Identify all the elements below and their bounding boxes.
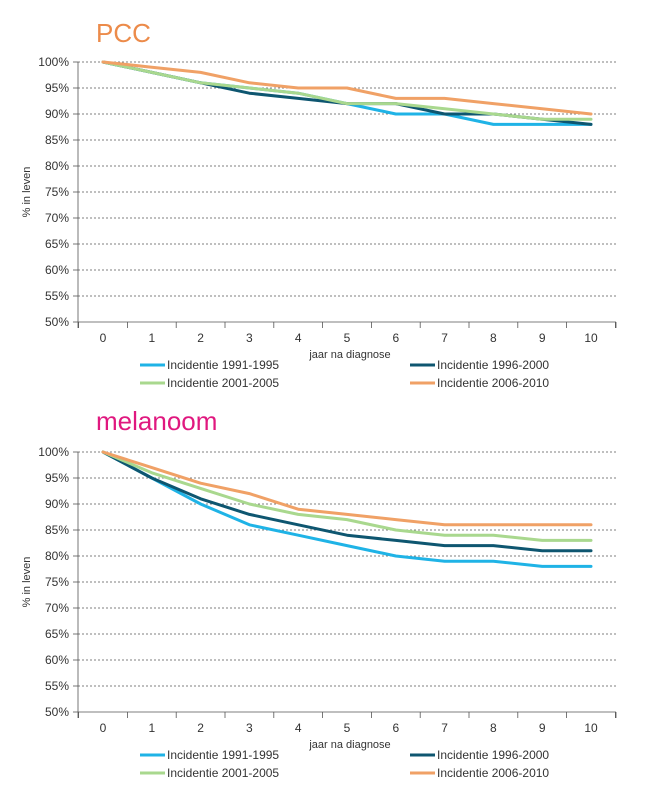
legend-label: Incidentie 2001-2005 [167, 376, 279, 390]
series-line [101, 60, 593, 126]
legend-label: Incidentie 1991-1995 [167, 358, 279, 372]
legend-label: Incidentie 2006-2010 [437, 766, 549, 780]
legend-label: Incidentie 1991-1995 [167, 748, 279, 762]
x-tick-label: 9 [539, 721, 546, 735]
chart-title: melanoom [96, 406, 218, 436]
y-tick-label: 75% [45, 575, 69, 589]
series-line [101, 60, 593, 121]
series-line [101, 450, 593, 527]
x-tick-label: 7 [441, 331, 448, 345]
x-axis-label: jaar na diagnose [308, 739, 390, 751]
series-line [101, 60, 593, 116]
x-tick-label: 3 [246, 721, 253, 735]
x-tick-label: 0 [100, 331, 107, 345]
chart-title: PCC [96, 18, 151, 48]
x-tick-label: 10 [584, 721, 598, 735]
y-tick-label: 95% [45, 81, 69, 95]
x-tick-label: 9 [539, 331, 546, 345]
y-tick-label: 50% [45, 705, 69, 719]
legend-label: Incidentie 2006-2010 [437, 376, 549, 390]
chart-panel-pcc: PCC 50% 55% 60% 65% 70% 75% 80% 85% 90% 95% 100% 0 1… [0, 0, 669, 400]
x-tick-label: 1 [148, 331, 155, 345]
y-tick-label: 100% [38, 55, 69, 69]
x-tick-label: 0 [100, 721, 107, 735]
x-tick-label: 4 [295, 721, 302, 735]
y-tick-label: 80% [45, 549, 69, 563]
x-tick-label: 7 [441, 721, 448, 735]
y-tick-label: 65% [45, 627, 69, 641]
legend-label: Incidentie 1996-2000 [437, 748, 549, 762]
y-tick-label: 80% [45, 159, 69, 173]
series-line [101, 450, 593, 542]
x-tick-label: 3 [246, 331, 253, 345]
x-tick-label: 1 [148, 721, 155, 735]
legend-label: Incidentie 2001-2005 [167, 766, 279, 780]
y-tick-label: 60% [45, 263, 69, 277]
y-tick-label: 50% [45, 315, 69, 329]
x-tick-label: 4 [295, 331, 302, 345]
x-tick-label: 2 [197, 331, 204, 345]
y-tick-label: 70% [45, 601, 69, 615]
series-line [101, 60, 593, 126]
y-tick-label: 100% [38, 445, 69, 459]
y-axis-label: % in leven [21, 557, 33, 608]
y-tick-label: 85% [45, 133, 69, 147]
y-tick-label: 90% [45, 107, 69, 121]
chart-panel-melanoom: melanoom 50% 55% 60% 65% 70% 75% 80% 85% 90% 95% 1… [0, 390, 669, 807]
series-line [101, 450, 593, 553]
x-tick-label: 6 [392, 721, 399, 735]
y-tick-label: 95% [45, 471, 69, 485]
y-tick-label: 85% [45, 523, 69, 537]
y-tick-label: 60% [45, 653, 69, 667]
y-tick-label: 65% [45, 237, 69, 251]
chart-svg-melanoom: 50% 55% 60% 65% 70% 75% 80% 85% 90% 95% 100% 0 1 2 3 4 5… [21, 445, 617, 780]
y-tick-label: 55% [45, 679, 69, 693]
x-tick-label: 6 [392, 331, 399, 345]
x-tick-label: 8 [490, 721, 497, 735]
y-axis-label: % in leven [21, 167, 33, 218]
x-tick-label: 10 [584, 331, 598, 345]
y-tick-label: 75% [45, 185, 69, 199]
y-tick-label: 55% [45, 289, 69, 303]
legend-label: Incidentie 1996-2000 [437, 358, 549, 372]
chart-svg-pcc: 50% 55% 60% 65% 70% 75% 80% 85% 90% 95% 100% 0 1 2 3 4 5… [21, 55, 617, 390]
x-tick-label: 5 [344, 331, 351, 345]
x-axis-label: jaar na diagnose [308, 349, 390, 361]
x-tick-label: 2 [197, 721, 204, 735]
y-tick-label: 90% [45, 497, 69, 511]
x-tick-label: 5 [344, 721, 351, 735]
x-tick-label: 8 [490, 331, 497, 345]
series-line [101, 450, 593, 568]
y-tick-label: 70% [45, 211, 69, 225]
